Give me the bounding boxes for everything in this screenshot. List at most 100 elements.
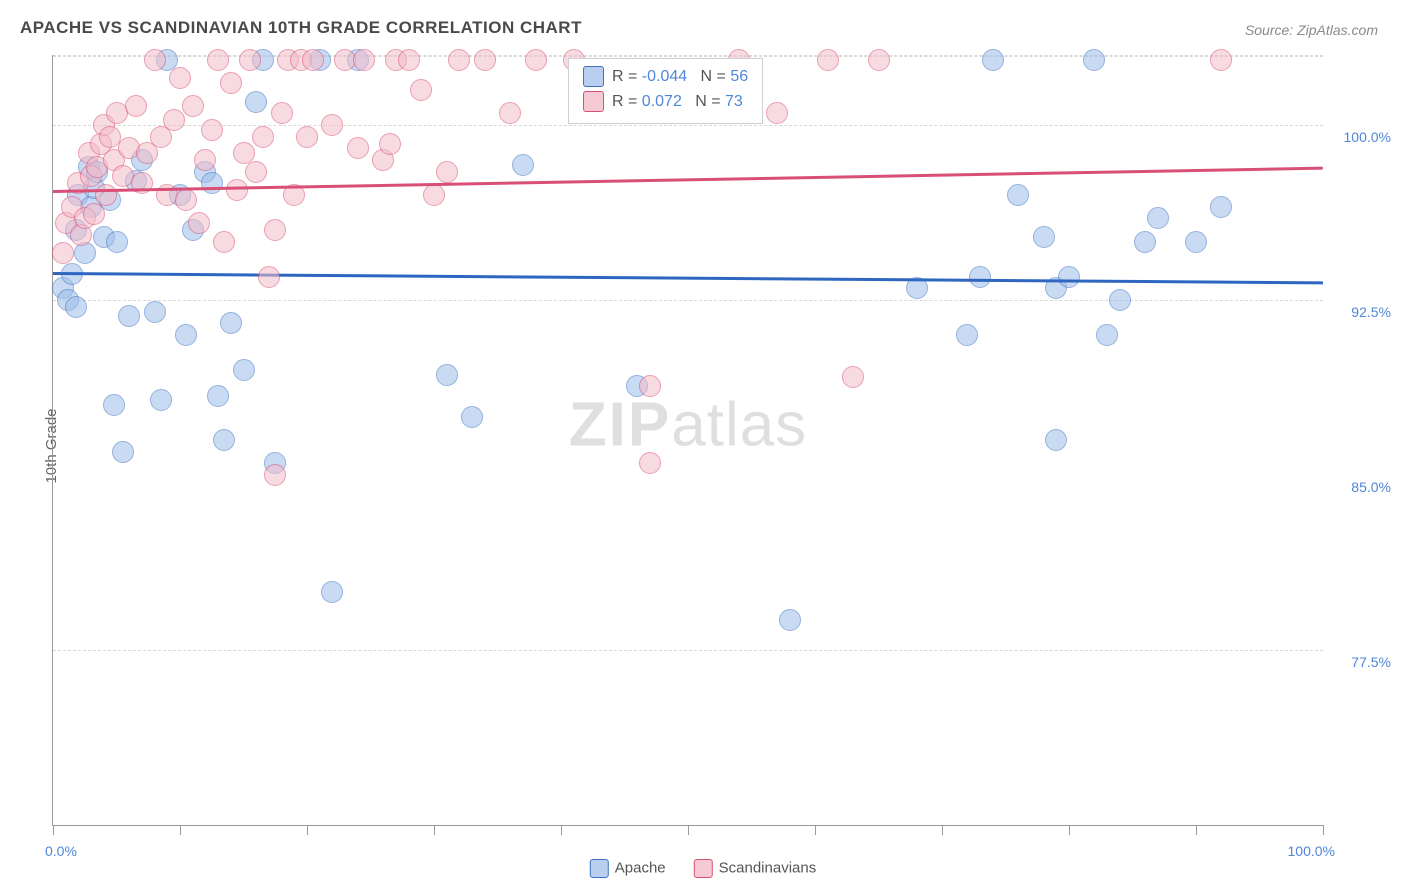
scatter-point	[1033, 226, 1055, 248]
scatter-point	[1083, 49, 1105, 71]
scatter-point	[52, 242, 74, 264]
scatter-point	[1058, 266, 1080, 288]
x-tick	[1323, 825, 1324, 835]
scatter-point	[150, 389, 172, 411]
x-tick	[1069, 825, 1070, 835]
scatter-point	[779, 609, 801, 631]
scatter-point	[175, 189, 197, 211]
x-tick	[561, 825, 562, 835]
x-tick	[180, 825, 181, 835]
scatter-point	[868, 49, 890, 71]
scatter-point	[956, 324, 978, 346]
scatter-point	[1096, 324, 1118, 346]
scatter-point	[226, 179, 248, 201]
source-label: Source: ZipAtlas.com	[1245, 22, 1378, 38]
scatter-point	[245, 91, 267, 113]
scatter-point	[423, 184, 445, 206]
scatter-point	[163, 109, 185, 131]
gridline	[53, 300, 1323, 301]
scatter-point	[321, 581, 343, 603]
scatter-point	[448, 49, 470, 71]
scatter-point	[969, 266, 991, 288]
trend-line	[53, 167, 1323, 193]
scatter-point	[144, 301, 166, 323]
legend: Apache Scandinavians	[590, 859, 816, 878]
scatter-point	[410, 79, 432, 101]
scatter-point	[474, 49, 496, 71]
chart-title: APACHE VS SCANDINAVIAN 10TH GRADE CORREL…	[20, 18, 582, 38]
y-tick-label: 100.0%	[1331, 129, 1391, 145]
scatter-point	[347, 137, 369, 159]
scatter-point	[1109, 289, 1131, 311]
gridline	[53, 125, 1323, 126]
scatter-point	[842, 366, 864, 388]
scatter-point	[353, 49, 375, 71]
scatter-point	[499, 102, 521, 124]
stats-row: R = -0.044 N = 56	[583, 65, 748, 90]
scatter-point	[302, 49, 324, 71]
scatter-point	[525, 49, 547, 71]
x-max-label: 100.0%	[1288, 843, 1335, 859]
scatter-point	[112, 441, 134, 463]
y-tick-label: 85.0%	[1331, 479, 1391, 495]
scatter-point	[201, 119, 223, 141]
scatter-point	[436, 364, 458, 386]
scatter-point	[258, 266, 280, 288]
x-tick	[815, 825, 816, 835]
scatter-point	[1007, 184, 1029, 206]
scatter-point	[65, 296, 87, 318]
watermark: ZIPatlas	[569, 389, 807, 460]
y-tick-label: 92.5%	[1331, 304, 1391, 320]
scatter-point	[213, 429, 235, 451]
scatter-point	[1210, 196, 1232, 218]
x-min-label: 0.0%	[45, 843, 77, 859]
scatter-point	[220, 72, 242, 94]
scatter-point	[182, 95, 204, 117]
scatter-point	[252, 126, 274, 148]
x-tick	[434, 825, 435, 835]
scatter-point	[125, 95, 147, 117]
scatter-point	[1045, 429, 1067, 451]
scatter-point	[188, 212, 210, 234]
scatter-point	[982, 49, 1004, 71]
scatter-point	[194, 149, 216, 171]
scatter-point	[817, 49, 839, 71]
scatter-point	[639, 375, 661, 397]
gridline	[53, 650, 1323, 651]
x-tick	[942, 825, 943, 835]
scatter-point	[233, 359, 255, 381]
scatter-point	[74, 242, 96, 264]
scatter-point	[264, 464, 286, 486]
scatter-point	[1134, 231, 1156, 253]
scatter-point	[220, 312, 242, 334]
x-tick	[688, 825, 689, 835]
scatter-point	[398, 49, 420, 71]
scatter-point	[201, 172, 223, 194]
scatter-point	[1185, 231, 1207, 253]
x-tick	[1196, 825, 1197, 835]
scatter-point	[379, 133, 401, 155]
scatter-point	[296, 126, 318, 148]
legend-item: Scandinavians	[694, 859, 817, 878]
plot-area: ZIPatlas 77.5%85.0%92.5%100.0%0.0%100.0%	[52, 55, 1323, 826]
scatter-point	[271, 102, 293, 124]
stats-box: R = -0.044 N = 56R = 0.072 N = 73	[568, 58, 763, 124]
scatter-point	[766, 102, 788, 124]
y-tick-label: 77.5%	[1331, 654, 1391, 670]
stats-row: R = 0.072 N = 73	[583, 90, 748, 115]
scatter-point	[436, 161, 458, 183]
x-tick	[307, 825, 308, 835]
scatter-point	[118, 305, 140, 327]
scatter-point	[321, 114, 343, 136]
scatter-point	[639, 452, 661, 474]
scatter-point	[83, 203, 105, 225]
legend-item: Apache	[590, 859, 666, 878]
scatter-point	[512, 154, 534, 176]
scatter-point	[245, 161, 267, 183]
scatter-point	[1147, 207, 1169, 229]
x-tick	[53, 825, 54, 835]
scatter-point	[207, 385, 229, 407]
scatter-point	[131, 172, 153, 194]
scatter-point	[106, 231, 128, 253]
scatter-point	[264, 219, 286, 241]
